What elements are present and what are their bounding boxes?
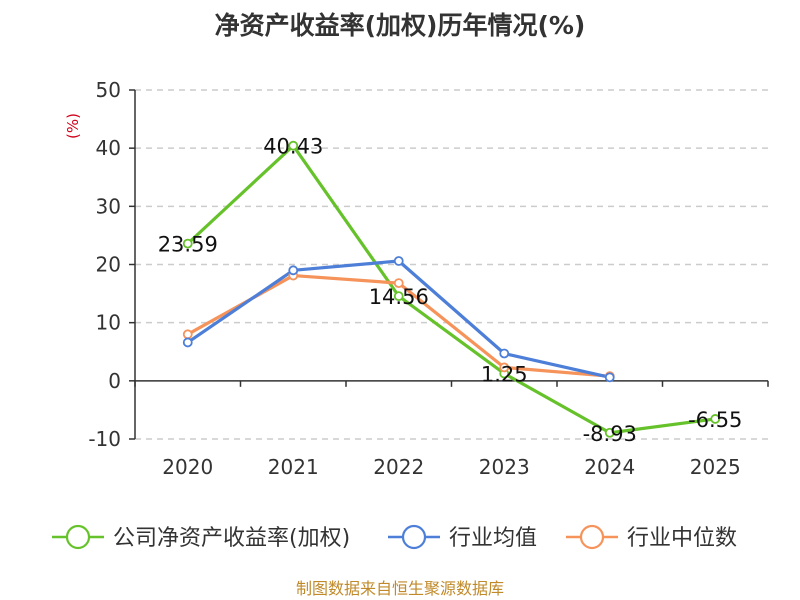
chart-title: 净资产收益率(加权)历年情况(%) [215, 11, 586, 40]
data-point [393, 278, 404, 289]
source-note: 制图数据来自恒生聚源数据库 [296, 579, 504, 598]
x-tick-label: 2021 [268, 455, 319, 479]
legend-label: 行业均值 [449, 526, 537, 551]
x-tick-label: 2020 [162, 455, 213, 479]
data-label: 23.59 [158, 233, 218, 257]
legend-marker [65, 524, 91, 550]
legend-marker [579, 524, 605, 550]
y-tick-label: 40 [96, 136, 121, 160]
data-label: 40.43 [263, 135, 323, 159]
data-point [604, 372, 615, 383]
x-tick-label: 2022 [373, 455, 424, 479]
legend-label: 行业中位数 [627, 526, 737, 551]
legend-label: 公司净资产收益率(加权) [113, 526, 350, 551]
series-line [186, 144, 716, 435]
data-label: -6.55 [688, 408, 742, 432]
data-label: 14.56 [369, 285, 429, 309]
data-point [499, 348, 510, 359]
y-tick-label: -10 [88, 427, 121, 451]
data-point [499, 362, 510, 373]
data-point [288, 265, 299, 276]
y-tick-label: 10 [96, 311, 121, 335]
y-tick-label: 50 [96, 78, 121, 102]
x-tick-label: 2025 [690, 455, 741, 479]
data-label: 1.25 [481, 363, 528, 387]
data-point [182, 337, 193, 348]
legend-marker [401, 524, 427, 550]
x-tick-label: 2023 [479, 455, 530, 479]
data-point [182, 238, 193, 249]
y-tick-label: 20 [96, 253, 121, 277]
data-point [393, 256, 404, 266]
y-tick-label: 30 [96, 194, 121, 218]
data-label: -8.93 [583, 422, 637, 446]
data-point [604, 427, 615, 438]
y-axis-unit: (%) [64, 113, 82, 139]
legend-item[interactable]: 行业中位数 [566, 524, 737, 551]
legend-item[interactable]: 公司净资产收益率(加权) [52, 524, 350, 551]
data-point [710, 414, 721, 424]
legend-item[interactable]: 行业均值 [388, 524, 537, 551]
x-tick-label: 2024 [584, 455, 635, 479]
data-point [393, 291, 404, 302]
y-tick-label: 0 [108, 369, 121, 393]
data-point [288, 140, 299, 151]
data-point [182, 329, 193, 340]
